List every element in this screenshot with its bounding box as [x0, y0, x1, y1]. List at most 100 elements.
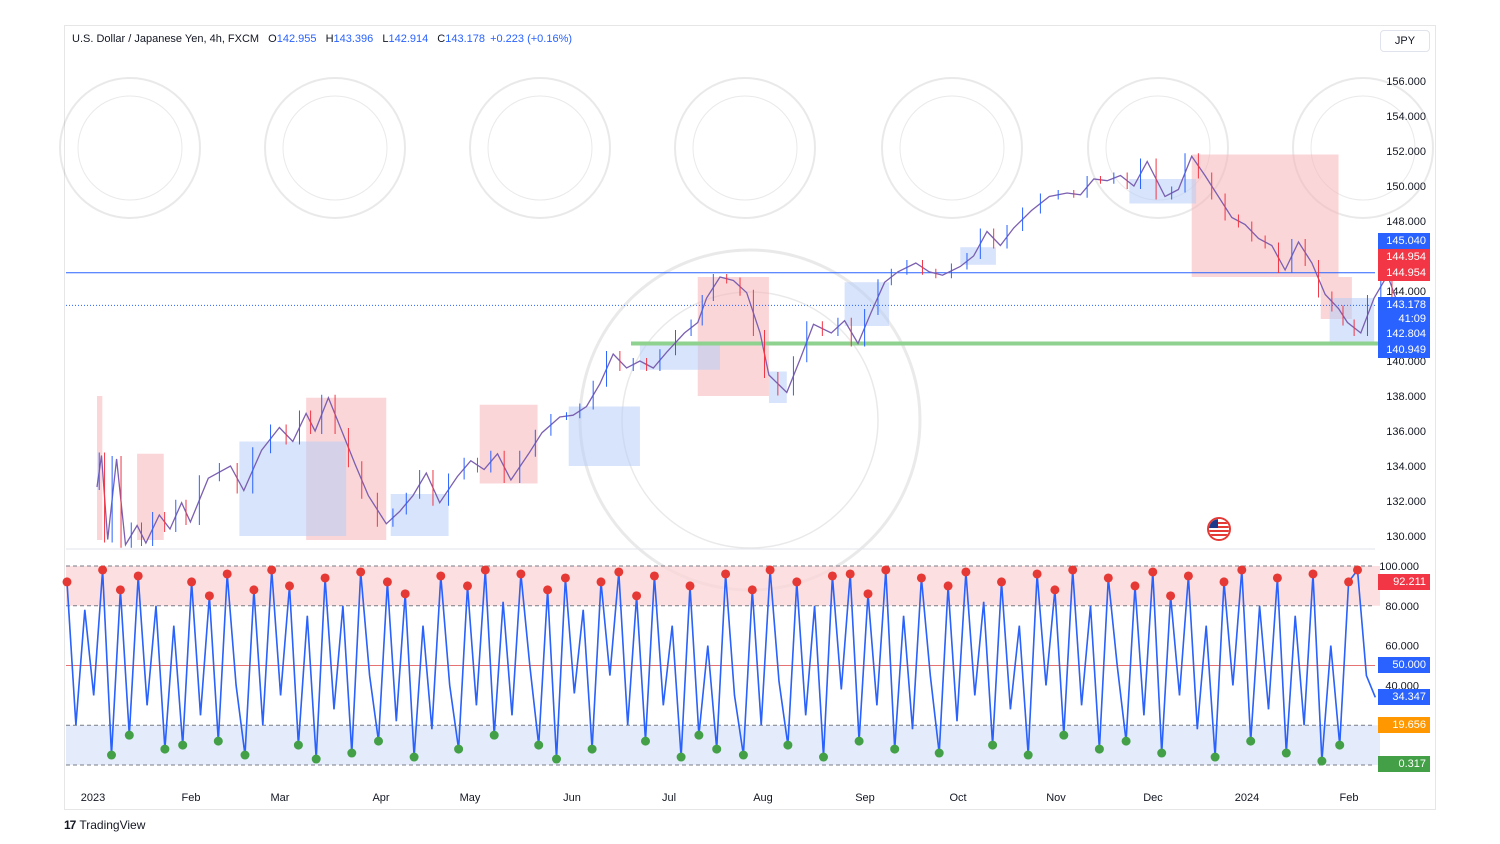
- osc-oversold-dot: [489, 730, 499, 740]
- osc-oversold-dot: [641, 736, 650, 746]
- osc-overbought-dot: [1068, 565, 1078, 575]
- osc-overbought-dot: [1183, 571, 1193, 581]
- symbol-title: U.S. Dollar / Japanese Yen, 4h, FXCM: [72, 33, 260, 45]
- open-value: 142.955: [276, 33, 317, 45]
- osc-tag-92211: 92.211: [1378, 574, 1430, 590]
- osc-overbought-dot: [827, 571, 837, 581]
- osc-oversold-dot: [1023, 750, 1033, 760]
- osc-oversold-dot: [552, 754, 561, 764]
- osc-oversold-dot: [934, 748, 944, 758]
- osc-oversold-dot: [240, 750, 250, 760]
- time-axis-label: Apr: [372, 792, 389, 804]
- osc-overbought-dot: [943, 581, 953, 591]
- osc-oversold-dot: [311, 754, 321, 764]
- osc-overbought-dot: [62, 577, 72, 587]
- osc-oversold-dot: [160, 744, 170, 754]
- watermark-seal-icon: [469, 77, 611, 219]
- osc-overbought-dot: [614, 567, 624, 577]
- tradingview-logo[interactable]: 17 TradingView: [64, 818, 145, 832]
- osc-overbought-dot: [133, 571, 143, 581]
- price-tag-last: 143.178: [1378, 297, 1430, 313]
- zone-rect: [479, 404, 538, 484]
- osc-overbought-dot: [765, 565, 775, 575]
- osc-overbought-dot: [792, 577, 802, 587]
- osc-oversold-dot: [454, 744, 464, 754]
- tradingview-mark-icon: 17: [64, 818, 76, 832]
- osc-overbought-dot: [320, 573, 330, 583]
- osc-oversold-dot: [293, 740, 303, 750]
- osc-overbought-dot: [463, 581, 472, 591]
- zone-rect: [1191, 154, 1339, 277]
- osc-overbought-dot: [1148, 567, 1158, 577]
- osc-oversold-dot: [738, 750, 748, 760]
- osc-tag-0317: 0.317: [1378, 756, 1430, 772]
- time-axis-label: Feb: [1340, 792, 1359, 804]
- osc-overbought-dot: [1308, 569, 1318, 579]
- osc-overbought-dot: [480, 565, 490, 575]
- osc-overbought-dot: [560, 573, 570, 583]
- time-axis-label: Jun: [563, 792, 581, 804]
- osc-oversold-dot: [712, 744, 722, 754]
- tradingview-wordmark: TradingView: [79, 818, 146, 832]
- osc-oversold-dot: [1094, 744, 1104, 754]
- osc-overbought-dot: [267, 565, 277, 575]
- osc-overbought-dot: [115, 585, 125, 595]
- low-key: L: [382, 33, 389, 45]
- osc-overbought-dot: [997, 577, 1006, 587]
- osc-oversold-dot: [107, 750, 116, 760]
- osc-axis-label: 60.000: [1385, 641, 1419, 653]
- symbol-legend: U.S. Dollar / Japanese Yen, 4h, FXCM O14…: [72, 33, 572, 45]
- close-key: C: [437, 33, 446, 45]
- osc-overbought-dot: [516, 569, 526, 579]
- time-axis-label: Dec: [1143, 792, 1163, 804]
- time-axis-label: Sep: [855, 792, 875, 804]
- price-tag-140949: 140.949: [1378, 342, 1430, 358]
- zone-rect: [1329, 298, 1375, 342]
- osc-axis-label: 100.000: [1379, 561, 1419, 573]
- osc-overbought-dot: [1130, 581, 1140, 591]
- osc-oversold-dot: [587, 744, 597, 754]
- osc-oversold-dot: [1317, 756, 1327, 766]
- zone-rect: [239, 441, 347, 536]
- osc-oversold-dot: [676, 752, 686, 762]
- osc-overbought-dot: [596, 577, 606, 587]
- time-axis-label: 2023: [81, 792, 105, 804]
- osc-overbought-dot: [98, 565, 108, 575]
- watermark-seal-inner-icon: [487, 95, 593, 201]
- time-axis-label: Jul: [662, 792, 676, 804]
- osc-oversold-dot: [1121, 736, 1131, 746]
- price-tag-144954-b: 144.954: [1378, 265, 1430, 281]
- osc-overbought-dot: [1219, 577, 1229, 587]
- osc-overbought-dot: [400, 589, 410, 599]
- us-flag-icon[interactable]: [1207, 517, 1231, 541]
- osc-overbought-dot: [649, 571, 659, 581]
- price-axis-label: 136.000: [1386, 426, 1426, 438]
- price-axis-label: 134.000: [1386, 461, 1426, 473]
- price-tag-144954-a: 144.954: [1378, 249, 1430, 265]
- watermark-seal-inner-icon: [1310, 95, 1416, 201]
- osc-oversold-dot: [694, 730, 704, 740]
- price-axis-label: 156.000: [1386, 76, 1426, 88]
- watermark-seal-inner-icon: [899, 95, 1005, 201]
- osc-axis-label: 80.000: [1385, 601, 1419, 613]
- osc-overbought-dot: [1050, 585, 1060, 595]
- osc-overbought-dot: [916, 573, 926, 583]
- time-axis-label: May: [460, 792, 481, 804]
- time-axis-label: Aug: [753, 792, 773, 804]
- oversold-band: [66, 725, 1380, 765]
- close-value: 143.178: [445, 33, 486, 45]
- osc-oversold-dot: [988, 740, 998, 750]
- osc-overbought-dot: [187, 577, 197, 587]
- price-axis-label: 144.000: [1386, 286, 1426, 298]
- currency-button[interactable]: JPY: [1380, 30, 1430, 52]
- osc-oversold-dot: [347, 748, 357, 758]
- low-value: 142.914: [388, 33, 429, 45]
- price-axis-label: 152.000: [1386, 146, 1426, 158]
- watermark-seal-icon: [1087, 77, 1229, 219]
- osc-oversold-dot: [178, 740, 188, 750]
- osc-overbought-dot: [685, 581, 695, 591]
- osc-overbought-dot: [845, 569, 855, 579]
- osc-overbought-dot: [1237, 565, 1247, 575]
- osc-overbought-dot: [222, 569, 232, 579]
